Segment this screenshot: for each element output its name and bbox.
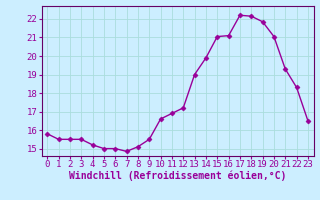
X-axis label: Windchill (Refroidissement éolien,°C): Windchill (Refroidissement éolien,°C) — [69, 171, 286, 181]
